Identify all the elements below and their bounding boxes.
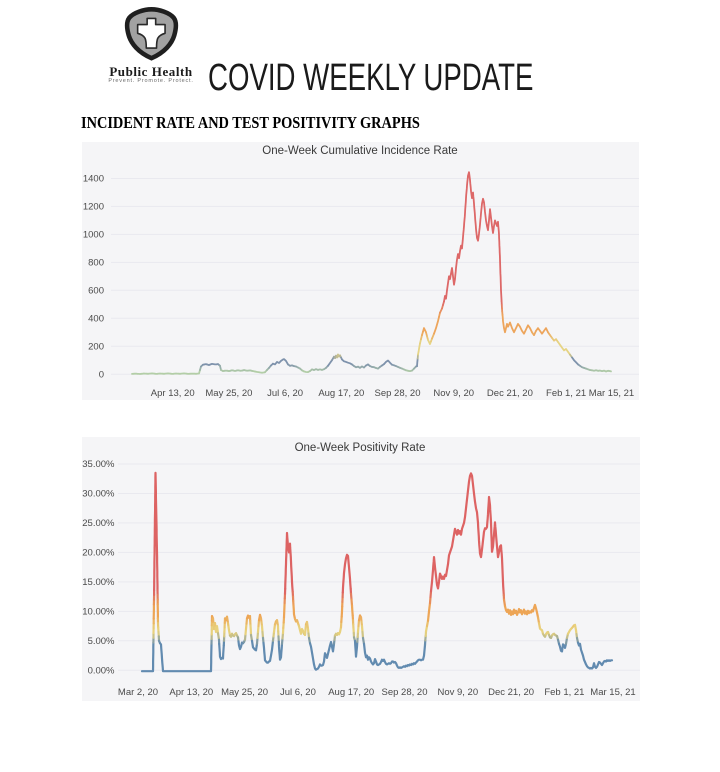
svg-text:5.00%: 5.00%: [88, 636, 115, 647]
svg-text:0: 0: [99, 369, 104, 380]
svg-text:Feb 1, 21: Feb 1, 21: [544, 687, 584, 698]
svg-text:10.00%: 10.00%: [82, 607, 115, 618]
svg-text:Nov 9, 20: Nov 9, 20: [437, 687, 478, 698]
svg-text:Jul 6, 20: Jul 6, 20: [280, 687, 316, 698]
svg-text:30.00%: 30.00%: [82, 489, 115, 500]
svg-text:Apr 13, 20: Apr 13, 20: [169, 687, 213, 698]
svg-text:0.00%: 0.00%: [88, 666, 115, 677]
svg-text:1200: 1200: [83, 202, 104, 213]
svg-text:Aug 17, 20: Aug 17, 20: [318, 388, 364, 399]
svg-text:May 25, 20: May 25, 20: [221, 687, 268, 698]
svg-text:May 25, 20: May 25, 20: [205, 388, 252, 399]
svg-text:200: 200: [88, 341, 104, 352]
svg-text:800: 800: [88, 258, 104, 269]
svg-text:Apr 13, 20: Apr 13, 20: [151, 388, 195, 399]
svg-text:One-Week Positivity Rate: One-Week Positivity Rate: [295, 442, 426, 454]
svg-text:600: 600: [88, 286, 104, 297]
svg-text:1000: 1000: [83, 230, 104, 241]
svg-text:Dec 21, 20: Dec 21, 20: [488, 687, 534, 698]
svg-text:15.00%: 15.00%: [82, 577, 115, 588]
svg-text:Sep 28, 20: Sep 28, 20: [375, 388, 421, 399]
svg-text:Feb 1, 21: Feb 1, 21: [546, 388, 586, 399]
svg-text:400: 400: [88, 314, 104, 325]
svg-text:Sep 28, 20: Sep 28, 20: [382, 687, 428, 698]
svg-text:Aug 17, 20: Aug 17, 20: [328, 687, 374, 698]
svg-text:35.00%: 35.00%: [82, 459, 115, 470]
svg-text:Dec 21, 20: Dec 21, 20: [487, 388, 533, 399]
svg-text:Mar 15, 21: Mar 15, 21: [590, 687, 635, 698]
svg-text:25.00%: 25.00%: [82, 518, 115, 529]
svg-text:Mar 15, 21: Mar 15, 21: [589, 388, 634, 399]
svg-text:Jul 6, 20: Jul 6, 20: [267, 388, 303, 399]
svg-text:Nov 9, 20: Nov 9, 20: [433, 388, 474, 399]
svg-text:1400: 1400: [83, 174, 104, 185]
svg-text:20.00%: 20.00%: [82, 548, 115, 559]
svg-text:One-Week Cumulative Incidence: One-Week Cumulative Incidence Rate: [262, 145, 457, 157]
svg-text:Mar 2, 20: Mar 2, 20: [118, 687, 158, 698]
